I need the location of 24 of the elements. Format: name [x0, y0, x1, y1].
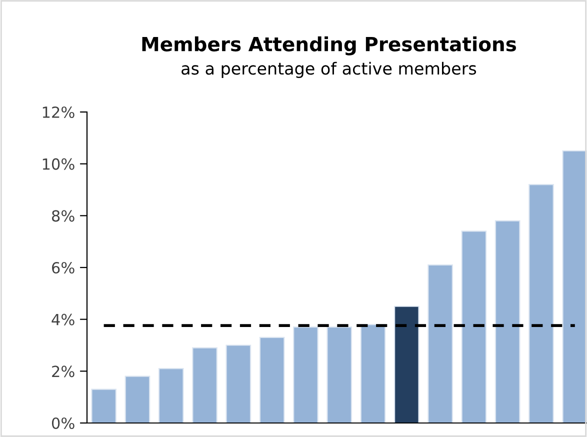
bar [528, 184, 554, 423]
bar [428, 264, 453, 423]
bar [259, 336, 285, 423]
y-tick-label: 2% [52, 366, 74, 378]
bar [226, 344, 252, 423]
bar [461, 230, 487, 423]
bar [158, 368, 184, 423]
y-tick-label: 10% [42, 158, 74, 170]
y-tick-label: 12% [42, 106, 74, 118]
bar [192, 347, 218, 423]
bar [494, 220, 520, 423]
bar [394, 306, 420, 423]
y-tick-label: 4% [52, 314, 74, 326]
y-tick-label: 8% [52, 210, 74, 222]
bar [326, 326, 352, 423]
bar [360, 324, 386, 423]
bar [124, 376, 150, 423]
y-tick-label: 6% [52, 262, 74, 274]
bar [91, 388, 116, 423]
y-tick-label: 0% [52, 417, 74, 430]
chart-title: Members Attending Presentations [142, 36, 516, 56]
bar [293, 326, 318, 423]
bar [562, 150, 587, 423]
chart-subtitle: as a percentage of active members [182, 62, 476, 78]
